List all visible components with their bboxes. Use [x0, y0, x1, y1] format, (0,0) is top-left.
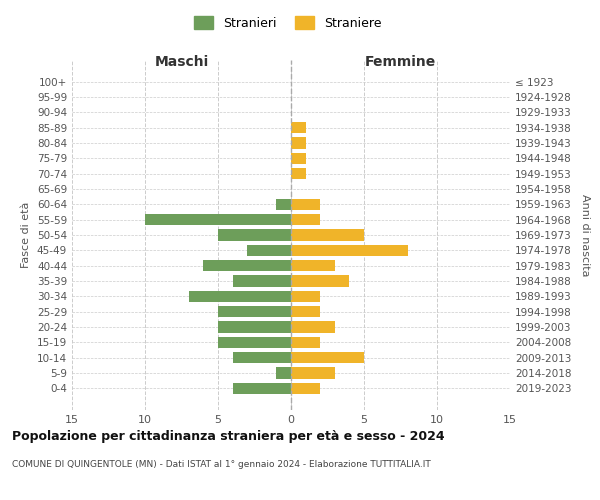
Text: COMUNE DI QUINGENTOLE (MN) - Dati ISTAT al 1° gennaio 2024 - Elaborazione TUTTIT: COMUNE DI QUINGENTOLE (MN) - Dati ISTAT … [12, 460, 431, 469]
Bar [233, 352, 291, 364]
Bar [189, 290, 291, 302]
Bar [203, 260, 291, 272]
Y-axis label: Fasce di età: Fasce di età [22, 202, 31, 268]
Bar [247, 244, 291, 256]
Bar [291, 306, 320, 318]
Bar [218, 336, 291, 348]
Bar [233, 382, 291, 394]
Bar [291, 244, 408, 256]
Bar [233, 276, 291, 287]
Bar [291, 276, 349, 287]
Bar [291, 352, 364, 364]
Bar [218, 229, 291, 241]
Text: Femmine: Femmine [365, 56, 436, 70]
Bar [291, 152, 305, 164]
Legend: Stranieri, Straniere: Stranieri, Straniere [190, 11, 386, 35]
Text: Maschi: Maschi [154, 56, 209, 70]
Y-axis label: Anni di nascita: Anni di nascita [580, 194, 590, 276]
Bar [291, 322, 335, 333]
Bar [291, 290, 320, 302]
Bar [145, 214, 291, 226]
Bar [291, 382, 320, 394]
Bar [291, 229, 364, 241]
Bar [277, 198, 291, 210]
Bar [291, 198, 320, 210]
Bar [291, 336, 320, 348]
Bar [291, 260, 335, 272]
Bar [218, 322, 291, 333]
Text: Popolazione per cittadinanza straniera per età e sesso - 2024: Popolazione per cittadinanza straniera p… [12, 430, 445, 443]
Bar [218, 306, 291, 318]
Bar [291, 214, 320, 226]
Bar [291, 122, 305, 134]
Bar [277, 368, 291, 379]
Bar [291, 168, 305, 179]
Bar [291, 368, 335, 379]
Bar [291, 137, 305, 148]
